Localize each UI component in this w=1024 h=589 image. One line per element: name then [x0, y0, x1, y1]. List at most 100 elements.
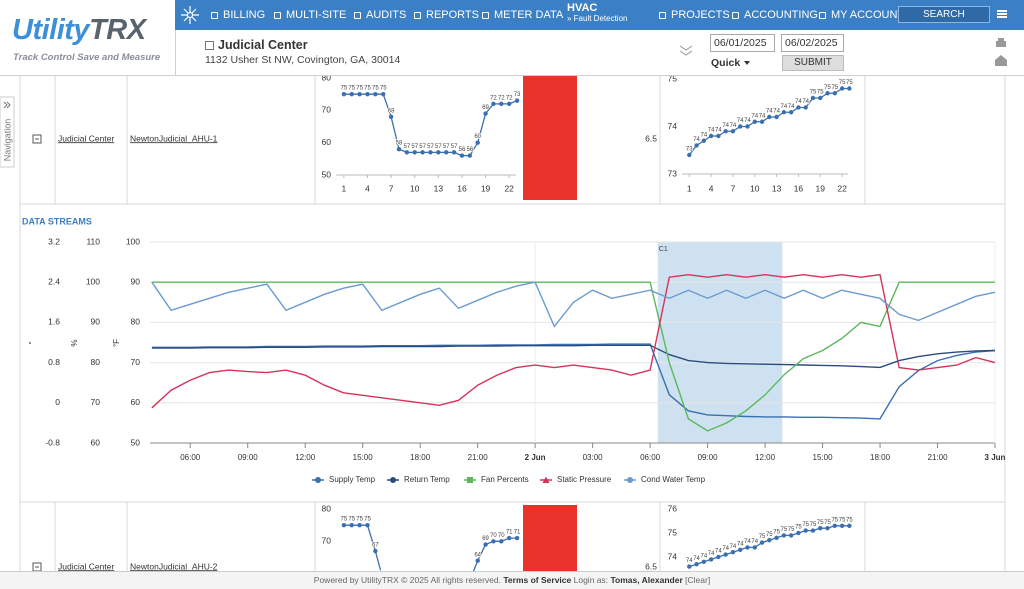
x-tick-label: 2 Jun: [525, 453, 546, 462]
x-tick-label: 12:00: [755, 453, 776, 462]
end-date[interactable]: 06/02/2025: [781, 34, 844, 52]
mini-point: [506, 101, 512, 107]
nav-hvac-label: HVAC: [567, 2, 598, 14]
footer: Powered by UtilityTRX © 2025 All rights …: [0, 571, 1024, 589]
mini-x-tick-label: 22: [837, 183, 847, 193]
mini-point: [818, 526, 823, 531]
mini-point-label: 75: [824, 520, 831, 526]
nav-item[interactable]: METER DATA: [482, 9, 563, 21]
mini-point-label: 75: [364, 517, 371, 523]
mini-point: [491, 539, 496, 544]
mini-point: [781, 110, 787, 115]
legend-label[interactable]: Static Pressure: [557, 475, 612, 484]
mini-point-label: 56: [466, 147, 473, 153]
search-box[interactable]: SEARCH: [898, 6, 990, 23]
nav-item[interactable]: MULTI-SITE: [274, 9, 346, 21]
series-line: [151, 343, 996, 420]
mini-point: [475, 558, 480, 563]
mini-point-label: 74: [708, 551, 715, 557]
mini-point-label: 75: [341, 517, 348, 523]
mini-y-tick-label: 75: [668, 527, 678, 537]
collapse-icon[interactable]: [679, 45, 693, 57]
reading: 6.5: [645, 133, 657, 143]
nav-item[interactable]: PROJECTS: [659, 9, 730, 21]
mini-point-label: 74: [700, 553, 707, 559]
mini-point: [514, 535, 520, 541]
nav-item[interactable]: MY ACCOUNT: [819, 9, 904, 21]
mini-point-label: 75: [831, 517, 838, 523]
footer-user: Tomas, Alexander: [610, 575, 683, 585]
unit-link[interactable]: NewtonJudicial_AHU-2: [130, 561, 218, 571]
nav-item[interactable]: AUDITS: [354, 9, 406, 21]
mini-point-label: 75: [788, 527, 795, 533]
mini-point-label: 57: [451, 144, 458, 150]
y-tick-label: 2.4: [48, 276, 60, 286]
mini-point: [818, 95, 823, 101]
mini-point: [349, 91, 354, 97]
mini-point-label: 64: [474, 552, 481, 558]
mini-point: [752, 119, 757, 124]
footer-clear[interactable]: [Clear]: [685, 575, 711, 585]
footer-terms[interactable]: Terms of Service: [503, 575, 572, 585]
mini-y-tick-label: 74: [668, 551, 678, 561]
site-link[interactable]: Judicial Center: [58, 133, 114, 143]
y-tick-label: 0: [55, 397, 60, 407]
mini-point-label: 74: [802, 99, 809, 105]
mini-x-tick-label: 7: [731, 183, 736, 193]
sidebar-label[interactable]: Navigation: [2, 119, 12, 162]
site-name: Judicial Center: [205, 38, 308, 52]
logo[interactable]: UtilityTRX: [12, 14, 146, 47]
mini-point-label: 69: [482, 105, 489, 111]
y-tick-label: 50: [131, 437, 141, 447]
legend-label[interactable]: Supply Temp: [329, 475, 376, 484]
mini-point: [803, 528, 808, 533]
legend-label[interactable]: Fan Percents: [481, 475, 529, 484]
menu-button[interactable]: [997, 10, 1007, 18]
quick-select[interactable]: Quick: [711, 57, 750, 69]
mini-point-label: 74: [715, 549, 722, 555]
y-tick-label: 100: [126, 236, 140, 246]
tool-icons[interactable]: [994, 38, 1008, 68]
status-block: [523, 505, 577, 575]
x-tick-label: 12:00: [295, 453, 316, 462]
mini-point-label: 72: [506, 95, 513, 101]
nav-item[interactable]: BILLING: [211, 9, 265, 21]
legend-label[interactable]: Return Temp: [404, 475, 450, 484]
y-tick-label: 110: [86, 236, 100, 246]
mini-point-label: 75: [831, 85, 838, 91]
mini-point: [483, 542, 488, 547]
tagline: Track Control Save and Measure: [13, 52, 161, 63]
legend-marker: [627, 477, 633, 483]
mini-point-label: 75: [810, 522, 817, 528]
sidebar-tab[interactable]: [0, 96, 15, 168]
mini-point-label: 72: [490, 95, 497, 101]
start-date[interactable]: 06/01/2025: [710, 34, 775, 52]
expand-icon: [32, 134, 42, 144]
unit-link[interactable]: NewtonJudicial_AHU-1: [130, 133, 218, 143]
submit-button[interactable]: SUBMIT: [782, 55, 844, 71]
nav-hvac[interactable]: HVAC» Fault Detection: [567, 3, 627, 24]
mini-point-label: 74: [737, 541, 744, 547]
mini-point: [810, 528, 816, 533]
legend-label[interactable]: Cond Water Temp: [641, 475, 706, 484]
nav-icon[interactable]: [180, 5, 200, 25]
mini-point: [420, 150, 425, 155]
mini-point: [491, 101, 496, 107]
axis-title: ": [28, 341, 37, 344]
nav-item[interactable]: ACCOUNTING: [732, 9, 818, 21]
mini-point-label: 75: [356, 86, 363, 92]
site-link[interactable]: Judicial Center: [58, 561, 114, 571]
mini-point-label: 74: [730, 544, 737, 550]
mini-point-label: 74: [744, 118, 751, 124]
nav-item[interactable]: REPORTS: [414, 9, 479, 21]
mini-point: [373, 91, 378, 97]
y-tick-label: 90: [131, 276, 141, 286]
mini-point: [694, 562, 699, 567]
mini-x-tick-label: 22: [504, 183, 514, 193]
y-tick-label: 70: [91, 397, 101, 407]
series-line: [151, 344, 996, 369]
mini-point-label: 57: [419, 144, 426, 150]
mini-point-label: 71: [506, 530, 513, 536]
